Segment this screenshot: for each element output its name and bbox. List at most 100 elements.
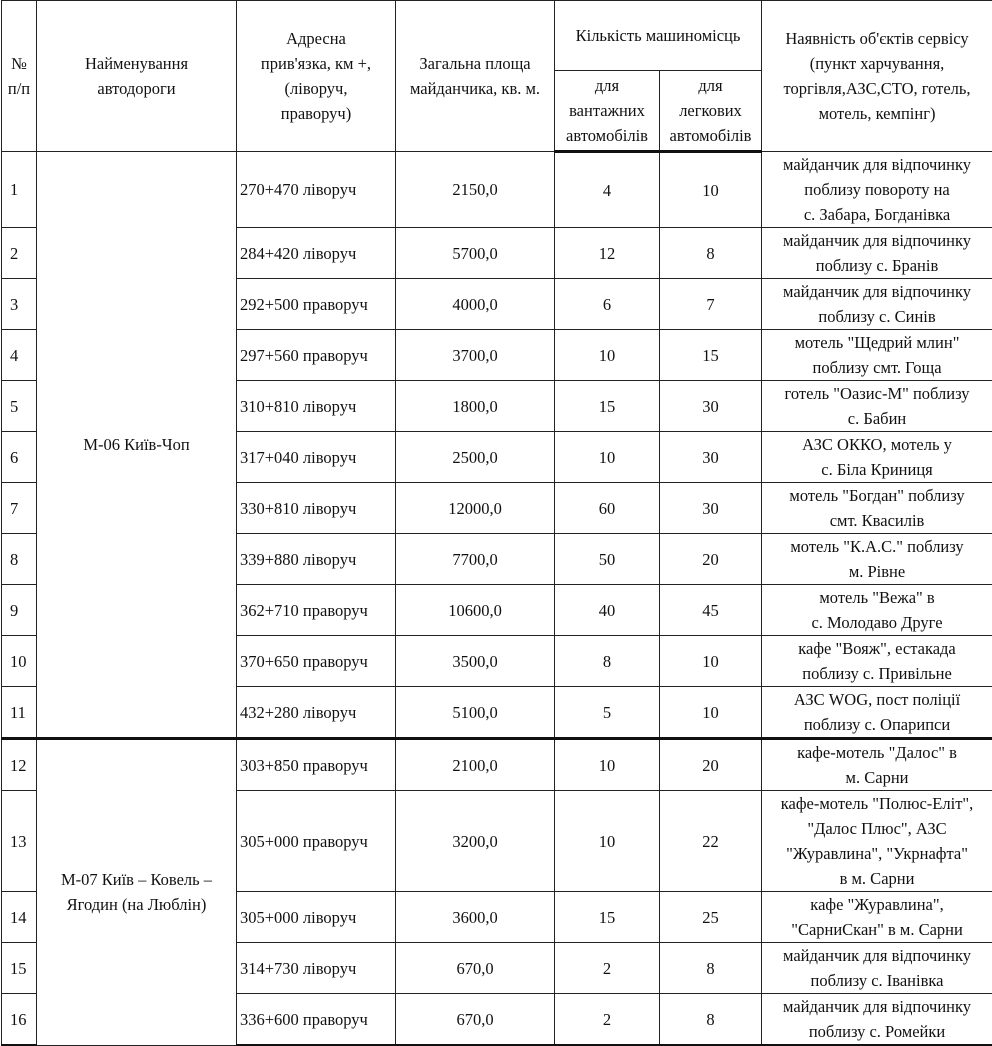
address-cell: 432+280 ліворуч bbox=[237, 687, 396, 739]
services-cell: кафе-мотель "Полюс-Еліт", "Далос Плюс", … bbox=[762, 791, 992, 892]
services-cell: майданчик для відпочинку поблизу поворот… bbox=[762, 152, 992, 228]
truck-spaces-cell: 5 bbox=[555, 687, 660, 739]
address-cell: 314+730 ліворуч bbox=[237, 943, 396, 994]
services-cell: кафе-мотель "Далос" в м. Сарни bbox=[762, 739, 992, 791]
services-cell: мотель "К.А.С." поблизу м. Рівне bbox=[762, 534, 992, 585]
area-cell: 2150,0 bbox=[396, 152, 555, 228]
area-cell: 5700,0 bbox=[396, 228, 555, 279]
car-spaces-cell: 45 bbox=[660, 585, 762, 636]
row-number: 15 bbox=[2, 943, 37, 994]
header-road: Найменування автодороги bbox=[37, 1, 237, 152]
row-number: 6 bbox=[2, 432, 37, 483]
header-cars: для легкових автомобілів bbox=[660, 71, 762, 152]
car-spaces-cell: 8 bbox=[660, 943, 762, 994]
services-cell: кафе "Вояж", естакада поблизу с. Привіль… bbox=[762, 636, 992, 687]
services-cell: кафе "Журавлина", "СарниСкан" в м. Сарни bbox=[762, 892, 992, 943]
truck-spaces-cell: 2 bbox=[555, 994, 660, 1046]
address-cell: 336+600 праворуч bbox=[237, 994, 396, 1046]
area-cell: 3700,0 bbox=[396, 330, 555, 381]
services-cell: майданчик для відпочинку поблизу с. Бран… bbox=[762, 228, 992, 279]
address-cell: 297+560 праворуч bbox=[237, 330, 396, 381]
services-cell: майданчик для відпочинку поблизу с. Іван… bbox=[762, 943, 992, 994]
services-cell: мотель "Богдан" поблизу смт. Квасилів bbox=[762, 483, 992, 534]
area-cell: 2500,0 bbox=[396, 432, 555, 483]
header-services: Наявність об'єктів сервісу (пункт харчув… bbox=[762, 1, 992, 152]
services-cell: АЗС ОККО, мотель у с. Біла Криниця bbox=[762, 432, 992, 483]
address-cell: 270+470 ліворуч bbox=[237, 152, 396, 228]
header-spaces: Кількість машиномісць bbox=[555, 1, 762, 71]
row-number: 5 bbox=[2, 381, 37, 432]
address-cell: 362+710 праворуч bbox=[237, 585, 396, 636]
truck-spaces-cell: 10 bbox=[555, 791, 660, 892]
area-cell: 3500,0 bbox=[396, 636, 555, 687]
area-cell: 670,0 bbox=[396, 994, 555, 1046]
address-cell: 303+850 праворуч bbox=[237, 739, 396, 791]
car-spaces-cell: 8 bbox=[660, 994, 762, 1046]
truck-spaces-cell: 8 bbox=[555, 636, 660, 687]
row-number: 13 bbox=[2, 791, 37, 892]
address-cell: 305+000 праворуч bbox=[237, 791, 396, 892]
car-spaces-cell: 10 bbox=[660, 152, 762, 228]
row-number: 7 bbox=[2, 483, 37, 534]
address-cell: 305+000 ліворуч bbox=[237, 892, 396, 943]
area-cell: 4000,0 bbox=[396, 279, 555, 330]
services-cell: АЗС WOG, пост поліції поблизу с. Опарипс… bbox=[762, 687, 992, 739]
truck-spaces-cell: 15 bbox=[555, 381, 660, 432]
address-cell: 370+650 праворуч bbox=[237, 636, 396, 687]
truck-spaces-cell: 10 bbox=[555, 739, 660, 791]
truck-spaces-cell: 2 bbox=[555, 943, 660, 994]
area-cell: 12000,0 bbox=[396, 483, 555, 534]
truck-spaces-cell: 6 bbox=[555, 279, 660, 330]
area-cell: 3600,0 bbox=[396, 892, 555, 943]
row-number: 4 bbox=[2, 330, 37, 381]
truck-spaces-cell: 4 bbox=[555, 152, 660, 228]
row-number: 16 bbox=[2, 994, 37, 1046]
area-cell: 3200,0 bbox=[396, 791, 555, 892]
truck-spaces-cell: 60 bbox=[555, 483, 660, 534]
car-spaces-cell: 30 bbox=[660, 432, 762, 483]
header-number: № п/п bbox=[2, 1, 37, 152]
address-cell: 284+420 ліворуч bbox=[237, 228, 396, 279]
area-cell: 10600,0 bbox=[396, 585, 555, 636]
area-cell: 1800,0 bbox=[396, 381, 555, 432]
row-number: 2 bbox=[2, 228, 37, 279]
row-number: 9 bbox=[2, 585, 37, 636]
car-spaces-cell: 30 bbox=[660, 381, 762, 432]
road-name: М-07 Київ – Ковель – Ягодин (на Люблін) bbox=[37, 739, 237, 1046]
services-cell: майданчик для відпочинку поблизу с. Сині… bbox=[762, 279, 992, 330]
car-spaces-cell: 20 bbox=[660, 739, 762, 791]
header-address: Адресна прив'язка, км +, (ліворуч, право… bbox=[237, 1, 396, 152]
row-number: 8 bbox=[2, 534, 37, 585]
truck-spaces-cell: 12 bbox=[555, 228, 660, 279]
header-area: Загальна площа майданчика, кв. м. bbox=[396, 1, 555, 152]
truck-spaces-cell: 10 bbox=[555, 330, 660, 381]
car-spaces-cell: 7 bbox=[660, 279, 762, 330]
address-cell: 339+880 ліворуч bbox=[237, 534, 396, 585]
area-cell: 5100,0 bbox=[396, 687, 555, 739]
road-name: М-06 Київ-Чоп bbox=[37, 152, 237, 739]
row-number: 1 bbox=[2, 152, 37, 228]
truck-spaces-cell: 15 bbox=[555, 892, 660, 943]
services-cell: майданчик для відпочинку поблизу с. Роме… bbox=[762, 994, 992, 1046]
services-cell: мотель "Щедрий млин" поблизу смт. Гоща bbox=[762, 330, 992, 381]
car-spaces-cell: 10 bbox=[660, 687, 762, 739]
row-number: 14 bbox=[2, 892, 37, 943]
car-spaces-cell: 10 bbox=[660, 636, 762, 687]
address-cell: 330+810 ліворуч bbox=[237, 483, 396, 534]
row-number: 3 bbox=[2, 279, 37, 330]
address-cell: 292+500 праворуч bbox=[237, 279, 396, 330]
truck-spaces-cell: 50 bbox=[555, 534, 660, 585]
car-spaces-cell: 15 bbox=[660, 330, 762, 381]
area-cell: 670,0 bbox=[396, 943, 555, 994]
address-cell: 317+040 ліворуч bbox=[237, 432, 396, 483]
row-number: 11 bbox=[2, 687, 37, 739]
services-cell: мотель "Вежа" в с. Молодаво Друге bbox=[762, 585, 992, 636]
car-spaces-cell: 22 bbox=[660, 791, 762, 892]
car-spaces-cell: 30 bbox=[660, 483, 762, 534]
truck-spaces-cell: 40 bbox=[555, 585, 660, 636]
car-spaces-cell: 25 bbox=[660, 892, 762, 943]
row-number: 12 bbox=[2, 739, 37, 791]
